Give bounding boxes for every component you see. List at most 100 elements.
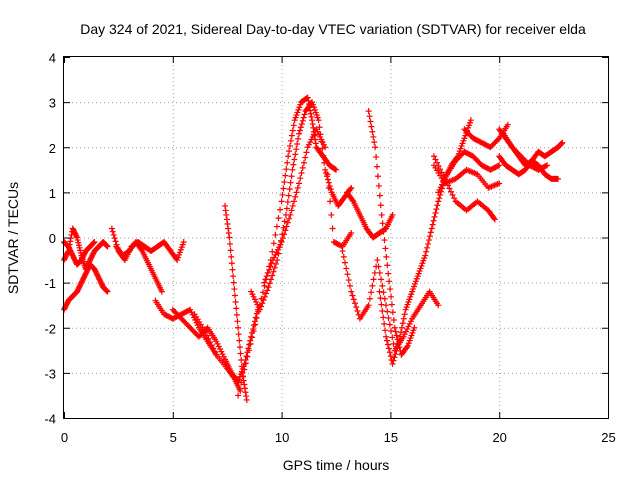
- data-point: [242, 389, 249, 396]
- data-point: [329, 225, 336, 232]
- data-point: [429, 221, 436, 228]
- data-point: [392, 328, 399, 335]
- data-point: [229, 373, 236, 380]
- data-point: [371, 139, 378, 146]
- data-point: [225, 229, 232, 236]
- y-tick-label: -4: [44, 412, 56, 427]
- data-point: [372, 144, 379, 151]
- data-point: [234, 318, 241, 325]
- data-point: [374, 163, 381, 170]
- data-point: [504, 121, 511, 128]
- data-point: [268, 276, 275, 283]
- data-point: [309, 121, 316, 128]
- data-point: [226, 234, 233, 241]
- data-point: [263, 273, 270, 280]
- data-point: [243, 396, 250, 403]
- data-point: [293, 189, 300, 196]
- data-point: [496, 180, 503, 187]
- data-point: [390, 317, 397, 324]
- x-tick-label: 20: [492, 430, 506, 445]
- data-point: [544, 162, 551, 169]
- y-tick-label: -3: [44, 366, 56, 381]
- data-point: [393, 347, 400, 354]
- data-point: [229, 266, 236, 273]
- data-point: [138, 246, 145, 253]
- data-point: [386, 278, 393, 285]
- data-point: [73, 233, 80, 240]
- data-point: [224, 220, 231, 227]
- data-point: [375, 182, 382, 189]
- data-point: [230, 273, 237, 280]
- grid-lines: [64, 57, 608, 418]
- data-point: [438, 169, 445, 176]
- data-point: [278, 198, 285, 205]
- data-point: [387, 286, 394, 293]
- plot-frame: [63, 56, 609, 419]
- data-point: [432, 210, 439, 217]
- data-point: [399, 320, 406, 327]
- series-track-15: [365, 108, 418, 358]
- data-point: [424, 244, 431, 251]
- data-point: [288, 173, 295, 180]
- x-tick-label: 15: [384, 430, 398, 445]
- data-point: [245, 347, 252, 354]
- data-point: [434, 202, 441, 209]
- data-point: [281, 231, 288, 238]
- data-point: [312, 140, 319, 147]
- data-point: [385, 345, 392, 352]
- data-point: [258, 303, 265, 310]
- data-point: [559, 139, 566, 146]
- data-point: [103, 288, 110, 295]
- data-point: [433, 206, 440, 213]
- data-point: [351, 300, 358, 307]
- data-point: [104, 288, 111, 295]
- data-point: [376, 269, 383, 276]
- data-point: [388, 327, 395, 334]
- data-point: [112, 238, 119, 245]
- data-point: [322, 166, 329, 173]
- data-point: [286, 142, 293, 149]
- data-point: [264, 269, 271, 276]
- data-point: [494, 136, 501, 143]
- data-point: [238, 363, 245, 370]
- data-point: [380, 228, 387, 235]
- data-point: [307, 110, 314, 117]
- data-marks: [61, 94, 566, 403]
- data-point: [241, 381, 248, 388]
- data-point: [327, 198, 334, 205]
- data-point: [379, 220, 386, 227]
- data-point: [423, 248, 430, 255]
- data-point: [403, 344, 410, 351]
- data-point: [231, 286, 238, 293]
- data-point: [309, 117, 316, 124]
- data-point: [554, 175, 561, 182]
- data-point: [348, 288, 355, 295]
- data-point: [296, 130, 303, 137]
- data-point: [444, 182, 451, 189]
- axis-ticks: [64, 57, 609, 419]
- data-point: [385, 270, 392, 277]
- data-point: [223, 211, 230, 218]
- data-point: [395, 341, 402, 348]
- series-track-14: [339, 248, 442, 354]
- data-point: [344, 271, 351, 278]
- data-point: [237, 350, 244, 357]
- x-tick-label: 10: [275, 430, 289, 445]
- data-point: [377, 295, 384, 302]
- data-point: [322, 144, 329, 151]
- chart-title: Day 324 of 2021, Sidereal Day-to-day VTE…: [80, 21, 586, 37]
- data-point: [252, 321, 259, 328]
- data-point: [392, 351, 399, 358]
- data-point: [233, 311, 240, 318]
- data-point: [435, 302, 442, 309]
- data-point: [325, 184, 332, 191]
- data-point: [287, 211, 294, 218]
- data-point: [269, 272, 276, 279]
- data-point: [230, 279, 237, 286]
- data-point: [252, 314, 259, 321]
- data-point: [325, 179, 332, 186]
- data-point: [382, 327, 389, 334]
- data-point: [367, 118, 374, 125]
- data-point: [284, 159, 291, 166]
- data-point: [241, 385, 248, 392]
